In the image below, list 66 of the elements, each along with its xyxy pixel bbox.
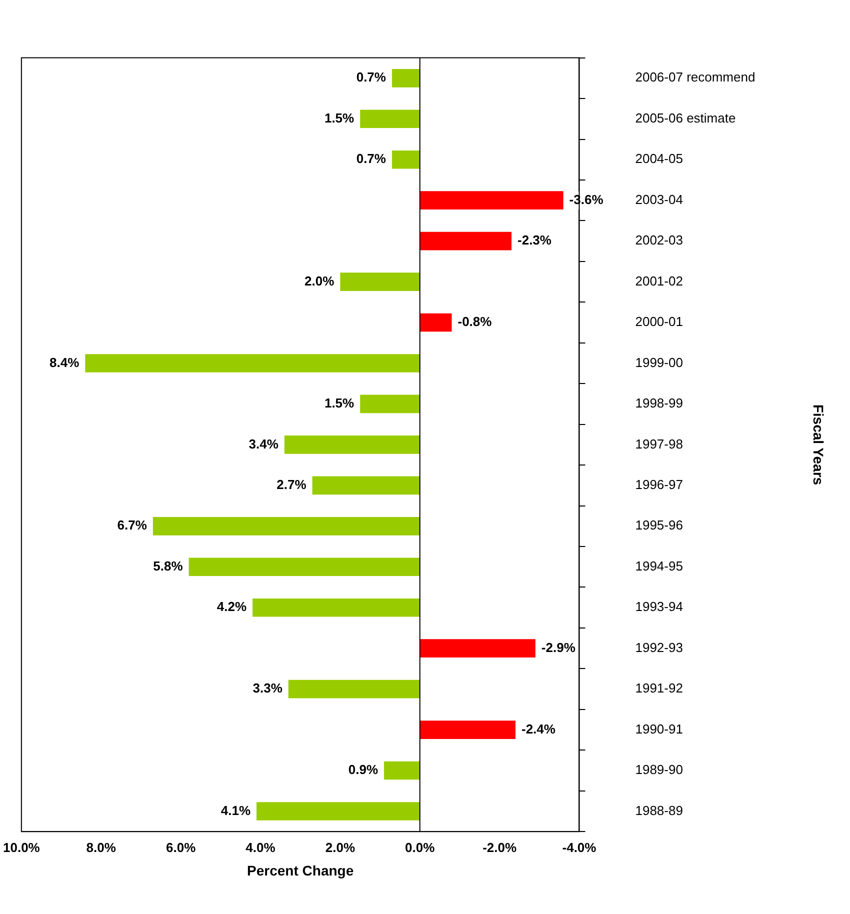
x-tick-label: 8.0% [86,840,116,855]
data-label: 0.7% [356,151,386,166]
y-tick-label: 1996-97 [635,477,683,492]
bar [152,516,420,536]
x-tick-label: 6.0% [166,840,196,855]
bar [85,354,420,372]
data-label: -2.3% [518,232,552,248]
bar [256,802,420,820]
data-label: -2.4% [521,721,556,736]
bar [252,598,420,617]
bar [392,150,420,169]
bar [420,313,452,332]
y-tick-label: 1991-92 [635,680,683,696]
data-label: 0.9% [348,762,378,778]
y-tick-label: 1998-99 [635,396,683,411]
y-tick-label: 1990-91 [635,721,683,736]
y-tick-label: 2005-06 estimate [635,110,736,126]
data-label: 2.7% [276,477,307,492]
y-tick-label: 1997-98 [635,436,683,452]
x-axis-title: Percent Change [247,862,354,878]
y-tick-label: 2004-05 [635,151,683,166]
bar [312,476,420,495]
data-label: 4.2% [216,599,247,614]
y-tick-label: 2000-01 [635,314,683,330]
x-tick-label: 4.0% [246,840,276,855]
bar [288,680,420,698]
bar [420,232,512,250]
y-tick-label: 1993-94 [635,599,683,614]
y-tick-label: 1999-00 [635,354,683,370]
x-tick-label: 0.0% [405,840,436,855]
y-tick-label: 1995-96 [635,518,683,533]
y-tick-label: 1992-93 [635,640,683,655]
data-label: 2.0% [304,273,335,288]
data-label: -0.8% [458,314,492,330]
y-tick-label: 2003-04 [635,192,683,207]
bar [340,272,420,291]
bar [360,110,420,128]
y-tick-label: 1994-95 [635,558,683,574]
y-tick-label: 1989-90 [635,762,683,778]
bar [420,639,536,658]
bar [420,720,516,739]
data-label: 1.5% [324,396,355,411]
bar [420,191,564,210]
x-tick-label: -4.0% [562,840,597,855]
bar [284,436,420,454]
bar [360,394,420,414]
data-label: 5.8% [153,558,184,574]
data-label: 1.5% [324,110,355,126]
data-label: 3.4% [248,436,279,452]
data-label: -2.9% [541,640,576,655]
y-tick-label: 2006-07 recommend [635,70,756,85]
data-label: 4.1% [220,802,251,818]
x-tick-label: -2.0% [482,840,517,855]
data-label: 6.7% [117,518,148,533]
bar [392,69,420,88]
data-label: 0.7% [356,70,386,85]
y-tick-label: 2001-02 [635,273,683,288]
y-axis-title: Fiscal Years [810,404,827,486]
y-tick-label: 2002-03 [635,232,683,248]
bar [384,761,420,780]
x-tick-label: 10.0% [2,840,40,855]
data-label: 3.3% [252,680,283,696]
x-tick-label: 2.0% [325,840,356,855]
y-tick-label: 1988-89 [635,802,683,818]
bar [188,558,420,576]
data-label: 8.4% [50,354,80,370]
